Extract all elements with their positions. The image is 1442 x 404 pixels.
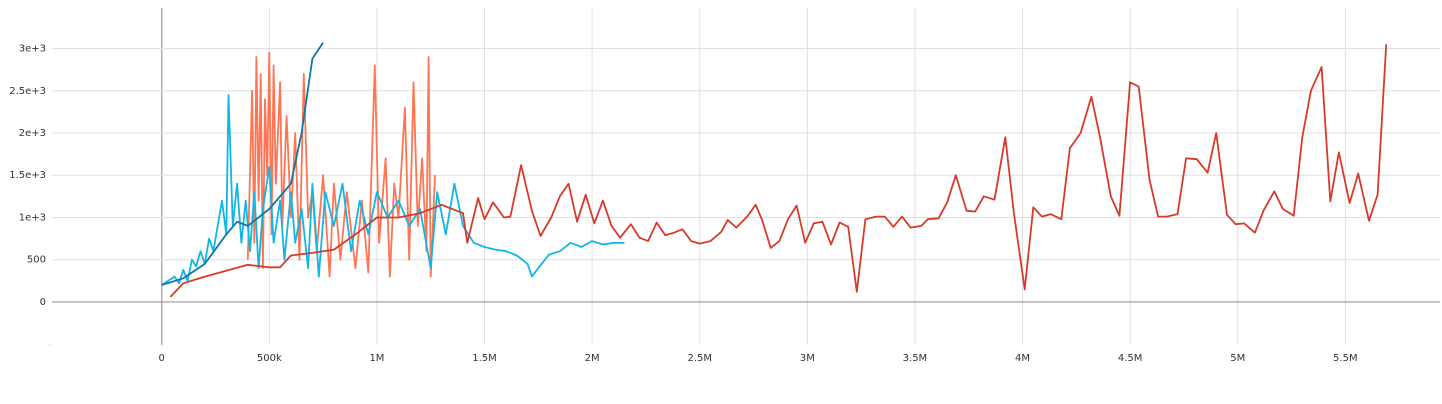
y-tick-label: 500 [27,255,46,266]
series-line [161,94,625,286]
x-tick-label: 5M [1230,353,1245,364]
x-tick-label: 4M [1015,353,1030,364]
x-tick-label: 1M [369,353,384,364]
y-tick-label: 1.5e+3 [9,170,46,181]
x-tick-label: 3M [800,353,815,364]
x-tick-label: 2.5M [687,353,712,364]
y-tick-label: 3e+3 [19,44,46,55]
y-tick-label: 2.5e+3 [9,86,46,97]
x-tick-label: 0 [159,353,165,364]
series-line [161,42,324,286]
y-tick-label: 1e+3 [19,212,46,223]
x-tick-label: 4.5M [1118,353,1143,364]
x-tick-label: 3.5M [903,353,928,364]
x-tick-label: 5.5M [1333,353,1358,364]
x-tick-label: 500k [257,353,282,364]
series-line [169,44,1388,298]
y-tick-label: 2e+3 [19,128,46,139]
y-tick-label: 0 [40,297,46,308]
x-tick-label: 2M [585,353,600,364]
x-tick-label: 1.5M [472,353,497,364]
series-line [246,51,436,278]
